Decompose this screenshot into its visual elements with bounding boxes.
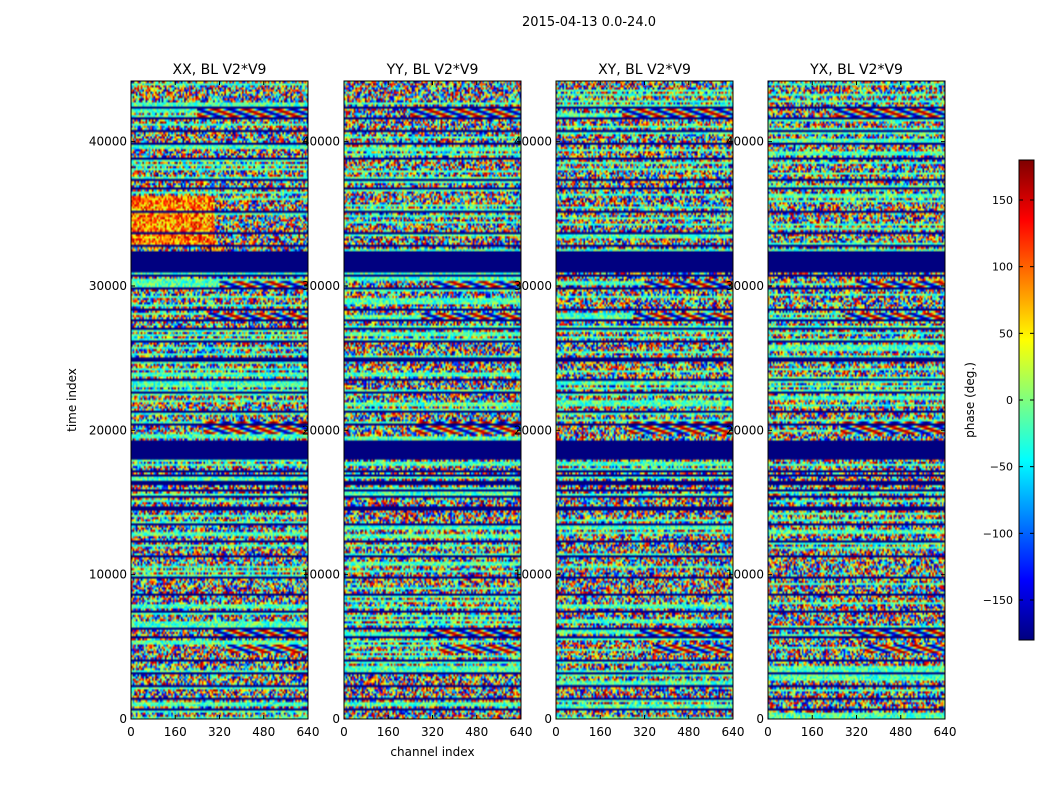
y-tick-label: 0 bbox=[332, 712, 340, 726]
y-axis-label: time index bbox=[65, 368, 79, 432]
panels: XX, BL V2*V9 0 160 320 480 640 0 10000 20000 3000… bbox=[65, 62, 956, 759]
x-tick-label: 160 bbox=[801, 725, 824, 739]
panel-title: YY, BL V2*V9 bbox=[386, 62, 479, 78]
x-tick-label: 160 bbox=[164, 725, 187, 739]
x-tick-label: 640 bbox=[510, 725, 533, 739]
x-tick-label: 640 bbox=[722, 725, 745, 739]
y-tick-label: 0 bbox=[756, 712, 764, 726]
colorbar: 150 100 50 0 −50 −100 −150 phase (deg.) bbox=[963, 159, 1035, 641]
x-tick-label: 640 bbox=[297, 725, 320, 739]
colorbar-ticks: 150 100 50 0 −50 −100 −150 bbox=[983, 194, 1034, 607]
x-tick-label: 640 bbox=[934, 725, 957, 739]
x-tick-label: 160 bbox=[589, 725, 612, 739]
x-tick-label: 320 bbox=[633, 725, 656, 739]
heatmap-image bbox=[768, 81, 945, 719]
heatmap-image bbox=[556, 81, 733, 719]
suptitle: 2015-04-13 0.0-24.0 bbox=[522, 15, 656, 30]
heatmap-image bbox=[344, 81, 521, 719]
panel-4: YX, BL V2*V9 0 160 320 480 640 0 10000 20000 3000… bbox=[726, 62, 957, 739]
y-tick-label: 0 bbox=[544, 712, 552, 726]
x-tick-label: 0 bbox=[127, 725, 135, 739]
panel-2: YY, BL V2*V9 0 160 320 480 640 0 10000 20000 3000… bbox=[302, 62, 533, 759]
colorbar-tick-label: −50 bbox=[990, 461, 1013, 474]
colorbar-tick-label: 50 bbox=[999, 327, 1013, 340]
x-tick-label: 160 bbox=[377, 725, 400, 739]
y-tick-label: 30000 bbox=[302, 279, 340, 293]
colorbar-label: phase (deg.) bbox=[963, 362, 977, 438]
y-tick-label: 30000 bbox=[89, 279, 127, 293]
x-tick-label: 320 bbox=[845, 725, 868, 739]
y-tick-label: 20000 bbox=[302, 423, 340, 437]
panel-title: XX, BL V2*V9 bbox=[173, 62, 267, 78]
x-tick-label: 320 bbox=[421, 725, 444, 739]
y-tick-label: 40000 bbox=[89, 135, 127, 149]
x-tick-label: 480 bbox=[677, 725, 700, 739]
x-tick-label: 0 bbox=[764, 725, 772, 739]
panel-title: YX, BL V2*V9 bbox=[809, 62, 903, 78]
y-tick-label: 30000 bbox=[726, 279, 764, 293]
y-tick-label: 10000 bbox=[302, 568, 340, 582]
panel-3: XY, BL V2*V9 0 160 320 480 640 0 10000 20000 3000… bbox=[514, 62, 745, 739]
y-tick-label: 10000 bbox=[514, 568, 552, 582]
y-tick-label: 10000 bbox=[726, 568, 764, 582]
colorbar-tick-label: −100 bbox=[983, 527, 1013, 540]
panel-1: XX, BL V2*V9 0 160 320 480 640 0 10000 20000 3000… bbox=[65, 62, 319, 739]
x-tick-label: 480 bbox=[465, 725, 488, 739]
panel-title: XY, BL V2*V9 bbox=[598, 62, 691, 78]
y-tick-label: 20000 bbox=[726, 423, 764, 437]
colorbar-tick-label: 100 bbox=[992, 261, 1013, 274]
x-tick-label: 480 bbox=[889, 725, 912, 739]
y-tick-label: 0 bbox=[119, 712, 127, 726]
y-tick-label: 30000 bbox=[514, 279, 552, 293]
colorbar-tick-label: 0 bbox=[1006, 394, 1013, 407]
y-tick-label: 40000 bbox=[726, 135, 764, 149]
y-tick-label: 20000 bbox=[514, 423, 552, 437]
y-tick-label: 20000 bbox=[89, 423, 127, 437]
heatmap-image bbox=[131, 81, 308, 719]
y-tick-label: 40000 bbox=[514, 135, 552, 149]
colorbar-tick-label: −150 bbox=[983, 594, 1013, 607]
colorbar-tick-label: 150 bbox=[992, 194, 1013, 207]
x-tick-label: 0 bbox=[552, 725, 560, 739]
y-tick-label: 40000 bbox=[302, 135, 340, 149]
x-tick-label: 480 bbox=[252, 725, 275, 739]
y-tick-label: 10000 bbox=[89, 568, 127, 582]
x-tick-label: 0 bbox=[340, 725, 348, 739]
x-axis-label: channel index bbox=[390, 745, 474, 759]
x-tick-label: 320 bbox=[208, 725, 231, 739]
